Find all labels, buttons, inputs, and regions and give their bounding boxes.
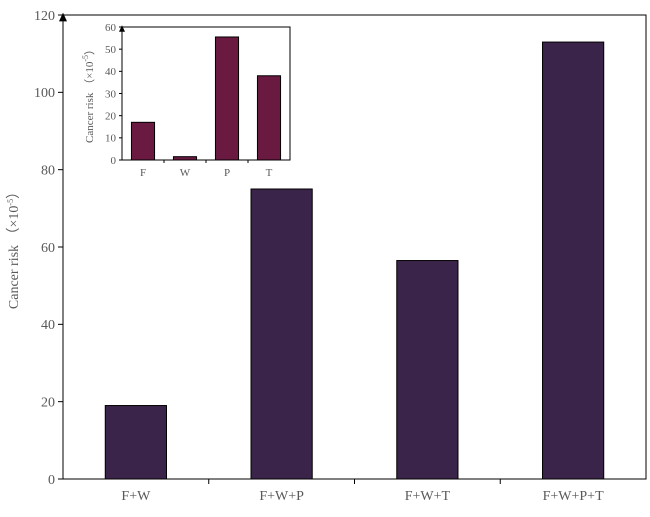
main-x-tick-label: F+W+T <box>405 489 451 504</box>
main-x-tick-label: F+W <box>121 489 151 504</box>
inset-y-tick-label: 30 <box>105 88 117 100</box>
main-x-tick-label: F+W+P+T <box>543 489 604 504</box>
inset-x-tick-label: W <box>180 167 191 179</box>
main-bar-f-w-p-t <box>542 41 605 480</box>
main-y-axis-title: Cancer risk （×10-5） <box>6 185 22 309</box>
inset-y-tick-label: 10 <box>105 133 117 145</box>
main-bar-f-w <box>104 405 167 480</box>
main-y-tick-label: 120 <box>34 9 55 24</box>
main-bar-f-w-p <box>250 188 313 480</box>
inset-y-axis-arrow <box>119 25 125 32</box>
main-bar-f-w-t <box>396 260 459 480</box>
main-y-tick-label: 100 <box>34 86 55 101</box>
inset-y-tick-label: 20 <box>105 111 117 123</box>
inset-bar-t <box>256 75 282 161</box>
main-y-tick-label: 20 <box>41 396 55 411</box>
inset-bar-w <box>172 156 198 161</box>
main-y-axis-arrow <box>59 12 67 22</box>
inset-y-tick-label: 60 <box>105 22 117 34</box>
inset-x-tick-label: F <box>140 167 146 179</box>
main-y-tick-label: 40 <box>41 318 55 333</box>
main-y-tick-label: 0 <box>48 473 55 488</box>
inset-x-tick-label: T <box>266 167 273 179</box>
inset-y-axis-title: Cancer risk （×10-5） <box>81 44 96 143</box>
inset-y-tick-label: 0 <box>111 155 117 167</box>
main-y-tick-label: 60 <box>41 241 55 256</box>
inset-bar-p <box>214 36 240 161</box>
inset-x-tick-label: P <box>224 167 230 179</box>
inset-y-tick-label: 40 <box>105 66 117 78</box>
main-y-tick-label: 80 <box>41 164 55 179</box>
main-x-tick-label: F+W+P <box>259 489 304 504</box>
inset-y-tick-label: 50 <box>105 44 117 56</box>
inset-bar-f <box>130 121 156 161</box>
